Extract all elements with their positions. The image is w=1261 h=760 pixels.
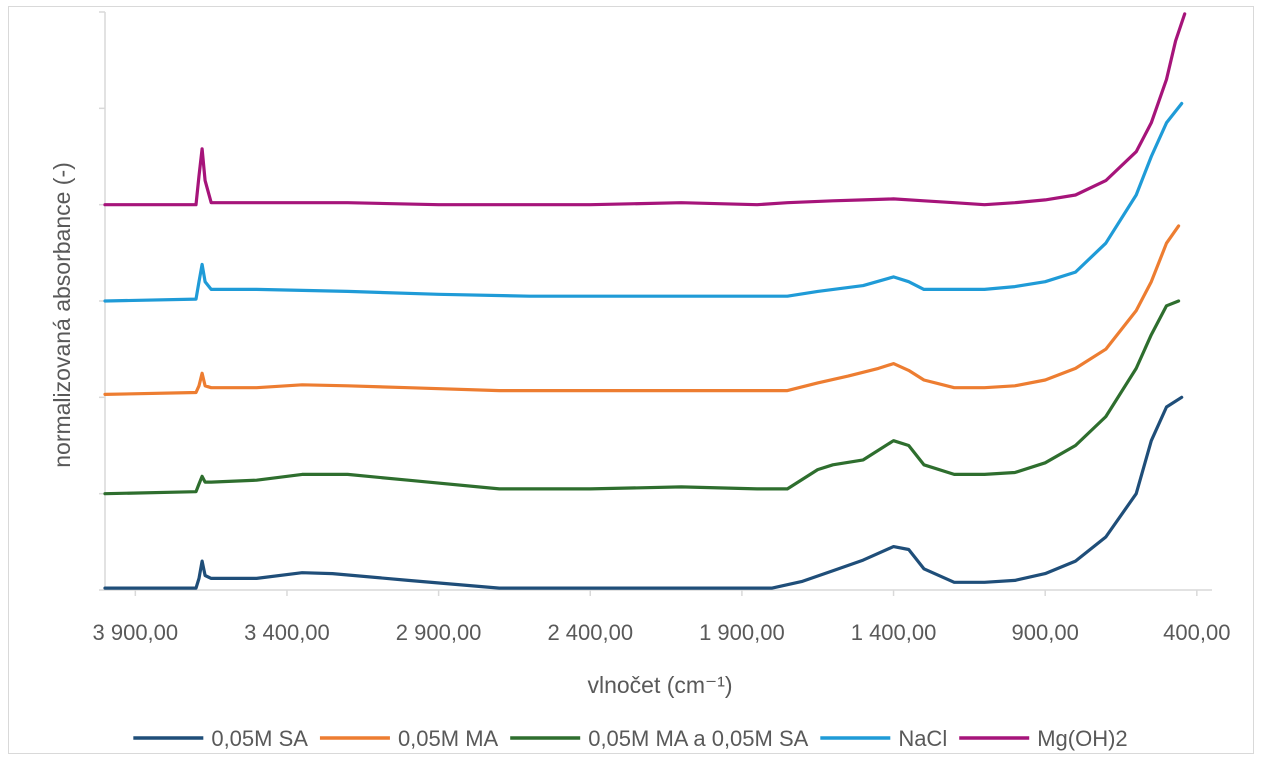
legend-label: 0,05M MA a 0,05M SA (588, 726, 808, 751)
legend-label: 0,05M SA (211, 726, 308, 751)
x-tick-label: 900,00 (1012, 620, 1079, 645)
x-tick-label: 3 900,00 (93, 620, 179, 645)
series-lines (103, 12, 1187, 590)
legend: 0,05M SA 0,05M MA 0,05M MA a 0,05M SA NaCl M… (133, 726, 1128, 751)
series-line (103, 101, 1184, 303)
series-line (103, 224, 1181, 396)
legend-label: NaCl (898, 726, 947, 751)
x-tick-label: 400,00 (1163, 620, 1230, 645)
x-tick-label: 1 400,00 (851, 620, 937, 645)
legend-label: 0,05M MA (398, 726, 499, 751)
x-axis (105, 589, 1212, 596)
legend-label: Mg(OH)2 (1037, 726, 1127, 751)
chart-frame (8, 6, 1254, 754)
x-tick-labels: 3 900,00 3 400,00 2 900,00 2 400,00 1 900,00… (93, 620, 1231, 645)
series-line (103, 12, 1187, 207)
x-axis-title: vlnočet (cm⁻¹) (587, 672, 732, 698)
x-tick-label: 1 900,00 (699, 620, 785, 645)
y-axis-title: normalizovaná absorbance (-) (49, 162, 75, 468)
series-line (103, 395, 1184, 590)
series-line (103, 299, 1181, 496)
x-tick-label: 2 900,00 (396, 620, 482, 645)
x-tick-label: 3 400,00 (244, 620, 330, 645)
x-tick-label: 2 400,00 (547, 620, 633, 645)
